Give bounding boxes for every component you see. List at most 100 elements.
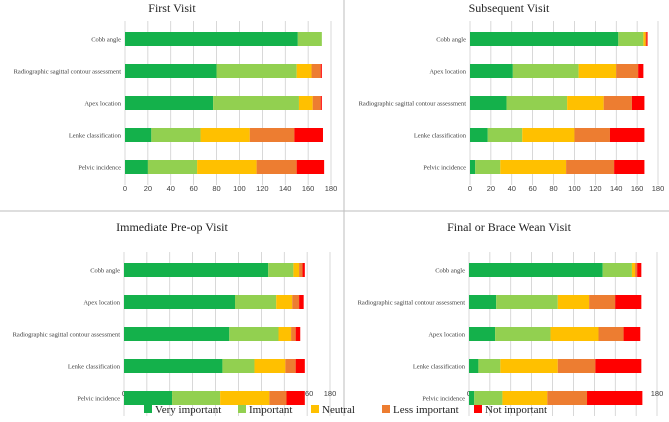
bar-segment-neutral xyxy=(254,359,286,373)
bar-segment-not-important xyxy=(595,359,642,373)
bar-segment-neutral xyxy=(200,128,250,142)
x-tick-label: 0 xyxy=(123,184,127,193)
bar-segment-important xyxy=(506,96,568,110)
bar-segment-not-important xyxy=(295,359,305,373)
chart-title: Final or Brace Wean Visit xyxy=(447,220,572,234)
bar-segment-important xyxy=(474,391,503,405)
bar-segment-not-important xyxy=(286,391,305,405)
bar-segment-not-important xyxy=(631,96,645,110)
bar-segment-very-important xyxy=(469,391,475,405)
legend-swatch xyxy=(144,405,152,413)
bar-segment-important xyxy=(602,263,632,277)
legend-label: Very important xyxy=(155,404,221,416)
bar-segment-not-important xyxy=(302,263,305,277)
bar-segment-not-important xyxy=(646,32,648,46)
bar-segment-less-important xyxy=(635,263,638,277)
bar-segment-neutral xyxy=(557,295,590,309)
legend-label: Important xyxy=(249,404,292,416)
x-tick-label: 80 xyxy=(549,184,557,193)
bar-segment-not-important xyxy=(615,295,642,309)
bar-segment-neutral xyxy=(578,64,617,78)
bar-segment-less-important xyxy=(574,128,610,142)
bar-segment-less-important xyxy=(269,391,287,405)
bar-segment-neutral xyxy=(278,327,292,341)
bar-segment-very-important xyxy=(124,391,173,405)
x-tick-label: 0 xyxy=(468,184,472,193)
x-tick-label: 120 xyxy=(256,184,269,193)
category-label: Lenke classification xyxy=(69,133,122,140)
bar-segment-important xyxy=(229,327,279,341)
legend-item-less-important: Less important xyxy=(382,404,459,416)
x-tick-label: 60 xyxy=(189,184,197,193)
bar-segment-very-important xyxy=(469,263,603,277)
bar-segment-very-important xyxy=(470,32,619,46)
bar-segment-neutral xyxy=(643,32,646,46)
bar-segment-very-important xyxy=(124,359,223,373)
category-label: Radiographic sagittal contour assessment xyxy=(358,300,466,307)
x-tick-label: 100 xyxy=(568,184,581,193)
legend-item-important: Important xyxy=(238,404,292,416)
category-label: Cobb angle xyxy=(435,268,465,275)
category-label: Cobb angle xyxy=(436,37,466,44)
bar-segment-very-important xyxy=(124,263,269,277)
bar-segment-very-important xyxy=(470,64,513,78)
bar-segment-not-important xyxy=(637,263,642,277)
bar-segment-very-important xyxy=(470,96,507,110)
category-label: Lenke classification xyxy=(413,364,466,371)
bar-segment-neutral xyxy=(220,391,270,405)
x-tick-label: 40 xyxy=(167,184,175,193)
legend-item-very-important: Very important xyxy=(144,404,221,416)
bar-segment-less-important xyxy=(311,64,321,78)
legend-swatch xyxy=(474,405,482,413)
bar-segment-not-important xyxy=(299,295,304,309)
bar-segment-not-important xyxy=(587,391,643,405)
bar-segment-less-important xyxy=(312,96,321,110)
legend-item-not-important: Not important xyxy=(474,404,547,416)
bar-segment-not-important xyxy=(609,128,645,142)
bar-segment-important xyxy=(147,160,198,174)
bar-segment-very-important xyxy=(125,64,217,78)
bar-segment-important xyxy=(512,64,579,78)
legend-swatch xyxy=(238,405,246,413)
bar-segment-very-important xyxy=(125,128,152,142)
bar-segment-less-important xyxy=(547,391,588,405)
x-tick-label: 160 xyxy=(631,184,644,193)
bar-segment-important xyxy=(222,359,255,373)
category-label: Pelvic incidence xyxy=(423,165,466,172)
bar-segment-neutral xyxy=(567,96,604,110)
category-label: Radiographic sagittal contour assessment xyxy=(13,332,121,339)
bar-segment-neutral xyxy=(293,263,300,277)
bar-segment-less-important xyxy=(589,295,616,309)
legend-label: Neutral xyxy=(322,404,355,416)
category-label: Apex location xyxy=(84,101,121,108)
category-label: Lenke classification xyxy=(68,364,121,371)
bar-segment-important xyxy=(213,96,299,110)
x-tick-label: 160 xyxy=(301,389,314,398)
chart-title: Immediate Pre-op Visit xyxy=(116,220,228,234)
bar-segment-neutral xyxy=(500,160,567,174)
legend-swatch xyxy=(311,405,319,413)
bar-segment-less-important xyxy=(598,327,624,341)
x-tick-label: 80 xyxy=(212,184,220,193)
bar-segment-neutral xyxy=(631,263,636,277)
bar-segment-neutral xyxy=(522,128,575,142)
bar-segment-important xyxy=(172,391,221,405)
bar-segment-important xyxy=(216,64,297,78)
bar-segment-not-important xyxy=(294,128,323,142)
bar-segment-less-important xyxy=(616,64,639,78)
bar-segment-very-important xyxy=(124,327,230,341)
x-tick-label: 140 xyxy=(279,184,292,193)
bar-segment-not-important xyxy=(623,327,641,341)
x-tick-label: 20 xyxy=(487,184,495,193)
bar-segment-very-important xyxy=(470,128,488,142)
bar-segment-important xyxy=(475,160,501,174)
x-tick-label: 180 xyxy=(324,389,337,398)
bar-segment-important xyxy=(487,128,523,142)
bar-segment-not-important xyxy=(295,327,301,341)
bar-segment-less-important xyxy=(285,359,296,373)
bar-segment-not-important xyxy=(320,96,322,110)
chart-panel-1: First Visit 0 20 40 60 80 100 120 140 160 180 Cobb … xyxy=(14,1,338,193)
x-tick-label: 120 xyxy=(589,184,602,193)
bar-segment-neutral xyxy=(500,359,558,373)
x-tick-label: 160 xyxy=(302,184,315,193)
